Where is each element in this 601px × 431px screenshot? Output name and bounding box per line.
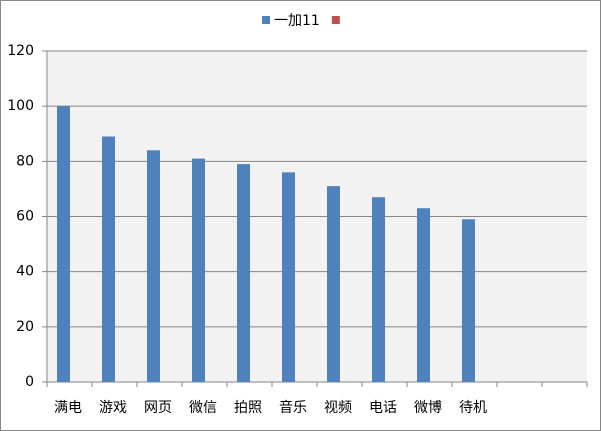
x-tick-label: 微信	[189, 400, 217, 416]
bar	[282, 172, 295, 382]
bar	[462, 219, 475, 382]
y-tick-label: 120	[7, 43, 34, 59]
y-tick-label: 100	[7, 98, 34, 114]
x-tick-label: 微博	[414, 399, 442, 416]
legend-label: 一加11	[274, 13, 320, 29]
legend-swatch	[262, 16, 270, 24]
x-tick-label: 满电	[54, 400, 82, 416]
y-tick-label: 60	[16, 209, 34, 225]
y-tick-label: 20	[16, 319, 34, 335]
x-tick-label: 待机	[459, 400, 487, 416]
x-tick-label: 音乐	[279, 399, 307, 416]
bar	[237, 164, 250, 382]
bar	[372, 197, 385, 382]
legend-swatch	[331, 16, 340, 24]
bar	[147, 150, 160, 382]
bar	[192, 158, 205, 382]
x-tick-label: 游戏	[99, 400, 127, 416]
x-tick-label: 电话	[369, 400, 397, 416]
x-tick-label: 网页	[144, 400, 172, 416]
x-tick-label: 拍照	[234, 400, 262, 416]
y-tick-label: 40	[16, 264, 34, 280]
x-tick-label: 视频	[324, 400, 352, 416]
bar	[57, 106, 70, 383]
bar	[417, 208, 430, 382]
bar	[102, 136, 115, 382]
bar	[327, 186, 340, 382]
y-tick-label: 80	[16, 153, 34, 169]
y-tick-label: 0	[25, 374, 34, 390]
